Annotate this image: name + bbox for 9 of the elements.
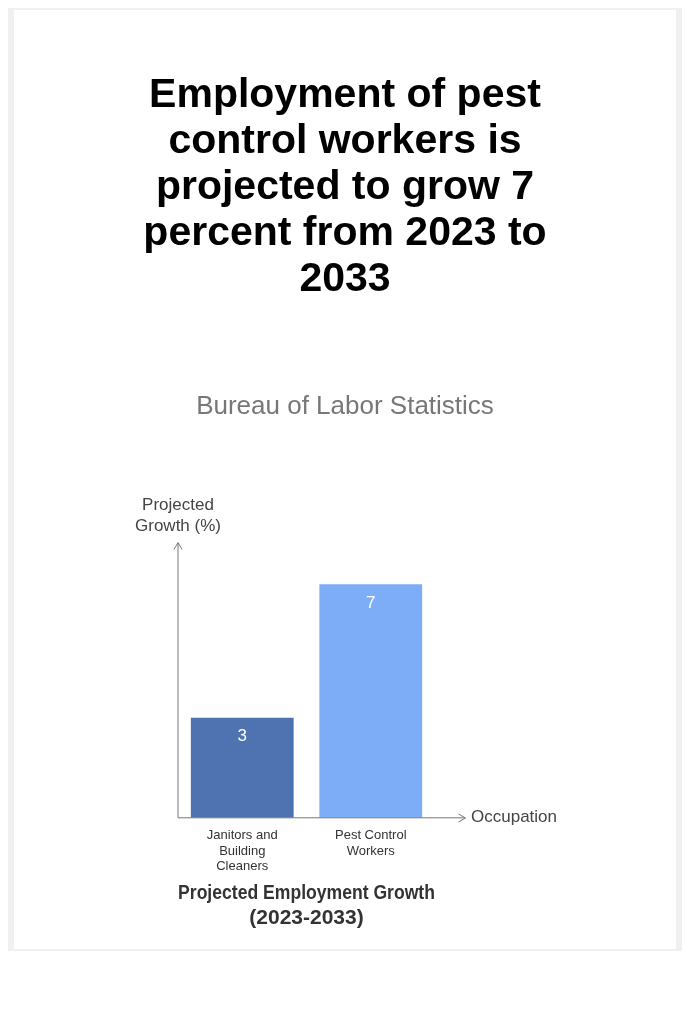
data-label: 3: [237, 725, 247, 745]
chart-title: Employment of pest control workers is projected to grow 7 percent from 2023 to 2033: [142, 70, 548, 300]
x-tick-label: Janitors and Building Cleaners: [206, 827, 278, 874]
y-axis-title: Projected Growth (%): [135, 495, 221, 536]
x-tick-label: Pest Control Workers: [334, 827, 407, 858]
text: Bureau of Labor Statistics: [195, 390, 495, 421]
data-label: 7: [366, 592, 376, 612]
x-axis-title: Occupation: [471, 807, 557, 827]
text: Projected Employment Growth (2023-2033): [178, 879, 435, 929]
